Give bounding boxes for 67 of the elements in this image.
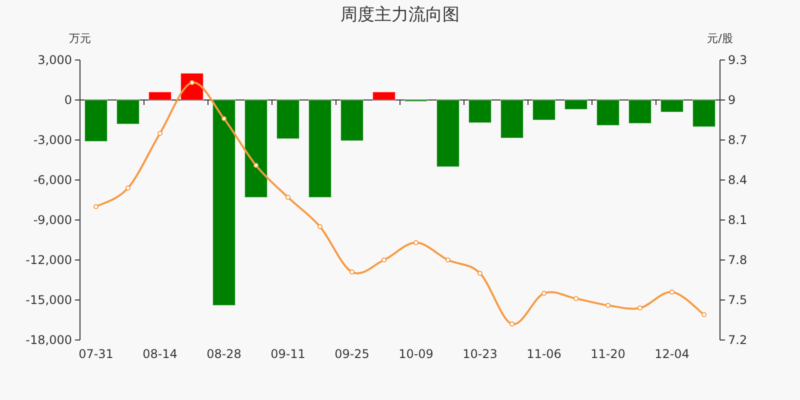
bar: [276, 100, 300, 139]
y-tick-label: 0: [64, 93, 72, 107]
x-tick-label: 09-11: [270, 347, 306, 361]
bar: [532, 100, 556, 120]
y2-tick-label: 8.1: [728, 213, 748, 227]
bar: [340, 100, 364, 141]
y-tick-label: 3,000: [38, 53, 72, 67]
bar: [84, 100, 108, 142]
point: [446, 258, 450, 262]
y2-tick-label: 7.2: [728, 333, 748, 347]
y2-tick-label: 7.5: [728, 293, 748, 307]
point: [670, 290, 674, 294]
point: [606, 302, 610, 308]
y2-tick-label: 7.8: [728, 253, 748, 267]
point: [318, 224, 322, 230]
bar: [212, 100, 236, 306]
x-tick-label: 10-09: [398, 347, 434, 361]
y-tick-label: -12,000: [26, 253, 72, 267]
y2-tick-label: 8.7: [728, 133, 748, 147]
point: [254, 162, 258, 168]
bar: [372, 92, 396, 100]
x-tick-label: 08-14: [142, 347, 178, 361]
point: [126, 186, 130, 190]
y-tick-label: -9,000: [33, 213, 72, 227]
point: [222, 116, 226, 122]
y-axis-title: 万元: [69, 32, 91, 45]
bar: [148, 92, 172, 100]
bar: [468, 100, 492, 123]
bar: [692, 100, 716, 127]
point: [286, 194, 290, 200]
bar: [564, 100, 588, 110]
bar: [116, 100, 140, 124]
point: [190, 80, 194, 86]
y2-tick-label: 9.3: [728, 53, 748, 67]
point: [542, 290, 546, 296]
point: [510, 322, 514, 326]
point: [382, 258, 386, 262]
y-tick-label: -15,000: [26, 293, 72, 307]
bar: [308, 100, 332, 198]
bar: [660, 100, 684, 112]
point: [158, 130, 162, 136]
bar: [436, 100, 460, 167]
x-tick-label: 08-28: [206, 347, 242, 361]
x-tick-label: 12-04: [654, 347, 690, 361]
x-tick-label: 11-20: [590, 347, 626, 361]
chart-title: 周度主力流向图: [340, 5, 460, 25]
bar: [596, 100, 620, 126]
x-tick-label: 07-31: [78, 347, 114, 361]
y-tick-label: -3,000: [33, 133, 72, 147]
bar: [244, 100, 268, 198]
y-tick-label: -18,000: [26, 333, 72, 347]
point: [638, 306, 642, 310]
y-tick-label: -6,000: [33, 173, 72, 187]
point: [414, 240, 418, 246]
x-tick-label: 11-06: [526, 347, 562, 361]
x-tick-label: 09-25: [334, 347, 370, 361]
y2-tick-label: 9: [728, 93, 736, 107]
point: [478, 270, 482, 276]
y2-tick-label: 8.4: [728, 173, 748, 187]
point: [350, 270, 354, 274]
x-tick-label: 10-23: [462, 347, 498, 361]
bar: [500, 100, 524, 138]
bar: [628, 100, 652, 124]
point: [94, 204, 98, 210]
point: [574, 296, 578, 302]
y2-axis-title: 元/股: [707, 32, 733, 45]
point: [702, 312, 706, 318]
